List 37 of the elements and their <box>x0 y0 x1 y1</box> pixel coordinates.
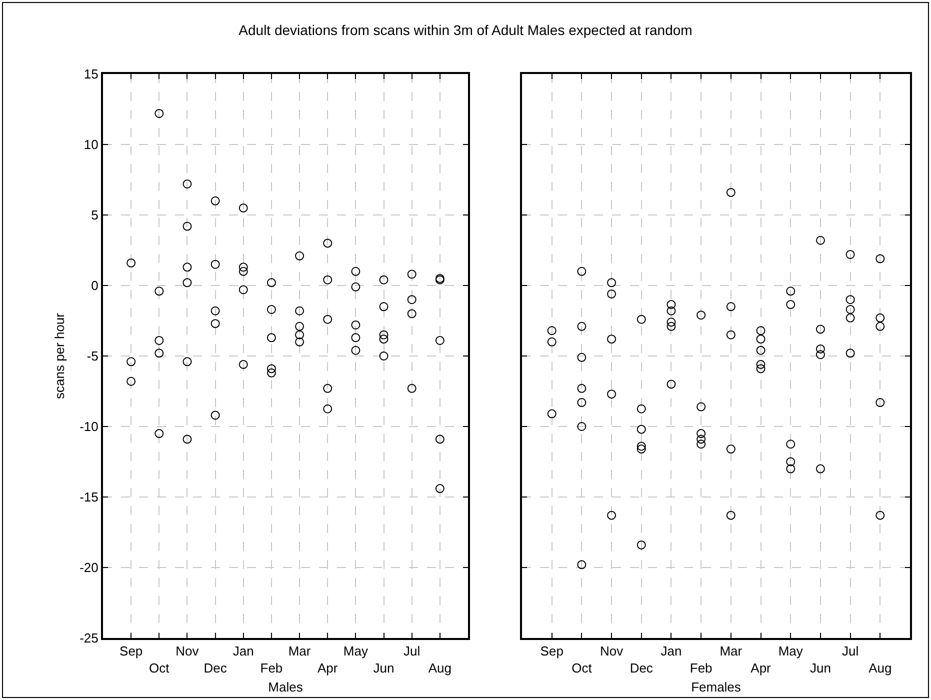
x-tick-label: Jun <box>373 660 394 676</box>
x-tick-label: Jan <box>232 644 254 659</box>
x-tick-label: Jul <box>842 644 859 659</box>
x-tick-label: Jul <box>404 644 420 659</box>
x-tick-label: Mar <box>288 644 312 659</box>
x-tick-label: Dec <box>204 660 228 676</box>
x-tick-label: Nov <box>600 644 624 659</box>
x-tick-label: Apr <box>750 660 772 676</box>
x-tick-label: Apr <box>318 660 338 676</box>
y-tick-label: -20 <box>80 560 98 576</box>
x-tick-label: Dec <box>630 660 654 676</box>
x-tick-label: Sep <box>540 644 564 659</box>
chart-title: Adult deviations from scans within 3m of Adult Males expected at random <box>238 22 694 38</box>
y-tick-label: -15 <box>80 490 98 505</box>
x-tick-label: Aug <box>428 660 452 676</box>
x-tick-label: Jun <box>810 660 831 676</box>
x-axis-title: Males <box>268 680 304 695</box>
y-tick-label: -5 <box>86 348 98 364</box>
y-axis-title: scans per hour <box>52 312 68 399</box>
x-tick-label: May <box>343 644 368 659</box>
x-tick-label: Sep <box>120 644 143 659</box>
x-tick-label: Aug <box>868 660 892 676</box>
x-tick-label: Nov <box>176 644 200 659</box>
x-tick-label: May <box>778 644 804 659</box>
y-tick-label: -10 <box>80 419 98 434</box>
x-tick-label: Jan <box>660 644 682 659</box>
x-tick-label: Feb <box>690 660 712 676</box>
y-tick-label: -25 <box>80 630 98 646</box>
x-axis-title: Females <box>691 680 742 695</box>
y-tick-label: 10 <box>84 137 98 152</box>
y-tick-label: 5 <box>91 208 98 223</box>
y-tick-label: 15 <box>84 66 98 82</box>
x-tick-label: Mar <box>720 644 743 659</box>
x-tick-label: Oct <box>149 660 170 676</box>
x-tick-label: Oct <box>572 660 592 676</box>
y-tick-label: 0 <box>91 278 98 294</box>
x-tick-label: Feb <box>260 660 283 676</box>
